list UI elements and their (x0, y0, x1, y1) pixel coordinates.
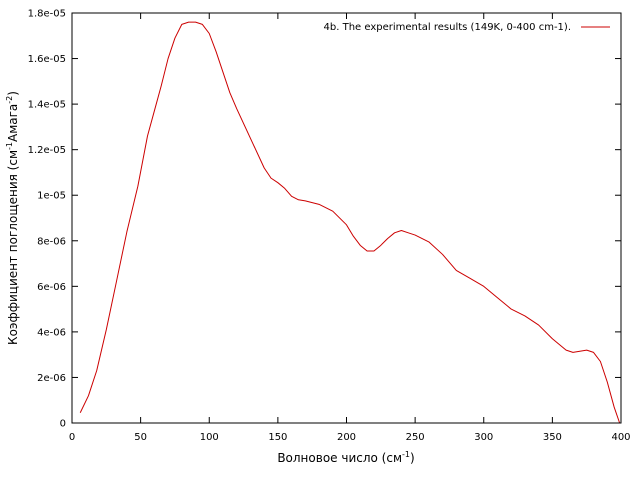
y-tick-label: 1.4e-05 (28, 100, 66, 111)
y-tick-label: 1.8e-05 (28, 9, 66, 20)
series-line (79, 21, 621, 424)
y-tick-label: 8e-06 (37, 236, 66, 247)
y-tick-label: 2e-06 (37, 373, 66, 384)
x-tick-label: 100 (200, 432, 219, 443)
x-tick-label: 0 (69, 432, 75, 443)
y-tick-label: 6e-06 (37, 282, 66, 293)
x-tick-label: 150 (268, 432, 287, 443)
x-tick-label: 350 (543, 432, 562, 443)
y-axis-ticks: 0 2e-06 4e-06 6e-06 8e-06 1e-05 1.2e-05 1.4e-05… (28, 9, 621, 430)
y-tick-label: 1.2e-05 (28, 145, 66, 156)
x-tick-label: 300 (474, 432, 493, 443)
y-tick-label: 0 (60, 419, 66, 430)
y-tick-label: 1e-05 (37, 191, 66, 202)
legend-entry-label: 4b. The experimental results (149K, 0-40… (324, 22, 571, 33)
x-tick-label: 50 (134, 432, 147, 443)
series-layer (79, 21, 621, 424)
plot-frame (71, 12, 622, 424)
y-axis-label-sup1: -1 (5, 142, 14, 150)
x-axis-label-sup: -1 (402, 450, 410, 459)
y-axis-label-sup2: -2 (5, 96, 14, 104)
y-axis-label: Коэффициент поглощения (см-1Амага-2) (5, 91, 20, 345)
x-tick-label: 200 (337, 432, 356, 443)
x-axis-label: Волновое число (см-1) (277, 450, 414, 465)
x-tick-label: 250 (406, 432, 425, 443)
x-tick-label: 400 (611, 432, 630, 443)
legend: 4b. The experimental results (149K, 0-40… (324, 22, 610, 33)
x-axis-ticks: 0 50 100 150 200 250 300 350 400 (69, 13, 631, 443)
y-tick-label: 4e-06 (37, 327, 66, 338)
y-tick-label: 1.6e-05 (28, 54, 66, 65)
